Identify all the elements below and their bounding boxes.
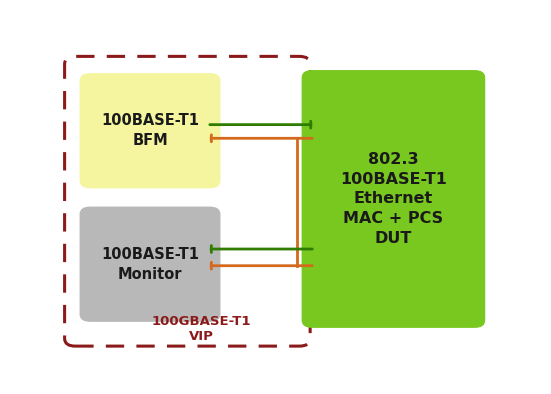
- Text: 100BASE-T1
BFM: 100BASE-T1 BFM: [101, 113, 199, 148]
- FancyBboxPatch shape: [79, 73, 220, 188]
- Text: 100GBASE-T1
VIP: 100GBASE-T1 VIP: [152, 315, 251, 343]
- FancyBboxPatch shape: [301, 70, 485, 328]
- Text: 100BASE-T1
Monitor: 100BASE-T1 Monitor: [101, 247, 199, 282]
- FancyBboxPatch shape: [79, 206, 220, 322]
- Text: 802.3
100BASE-T1
Ethernet
MAC + PCS
DUT: 802.3 100BASE-T1 Ethernet MAC + PCS DUT: [340, 152, 447, 246]
